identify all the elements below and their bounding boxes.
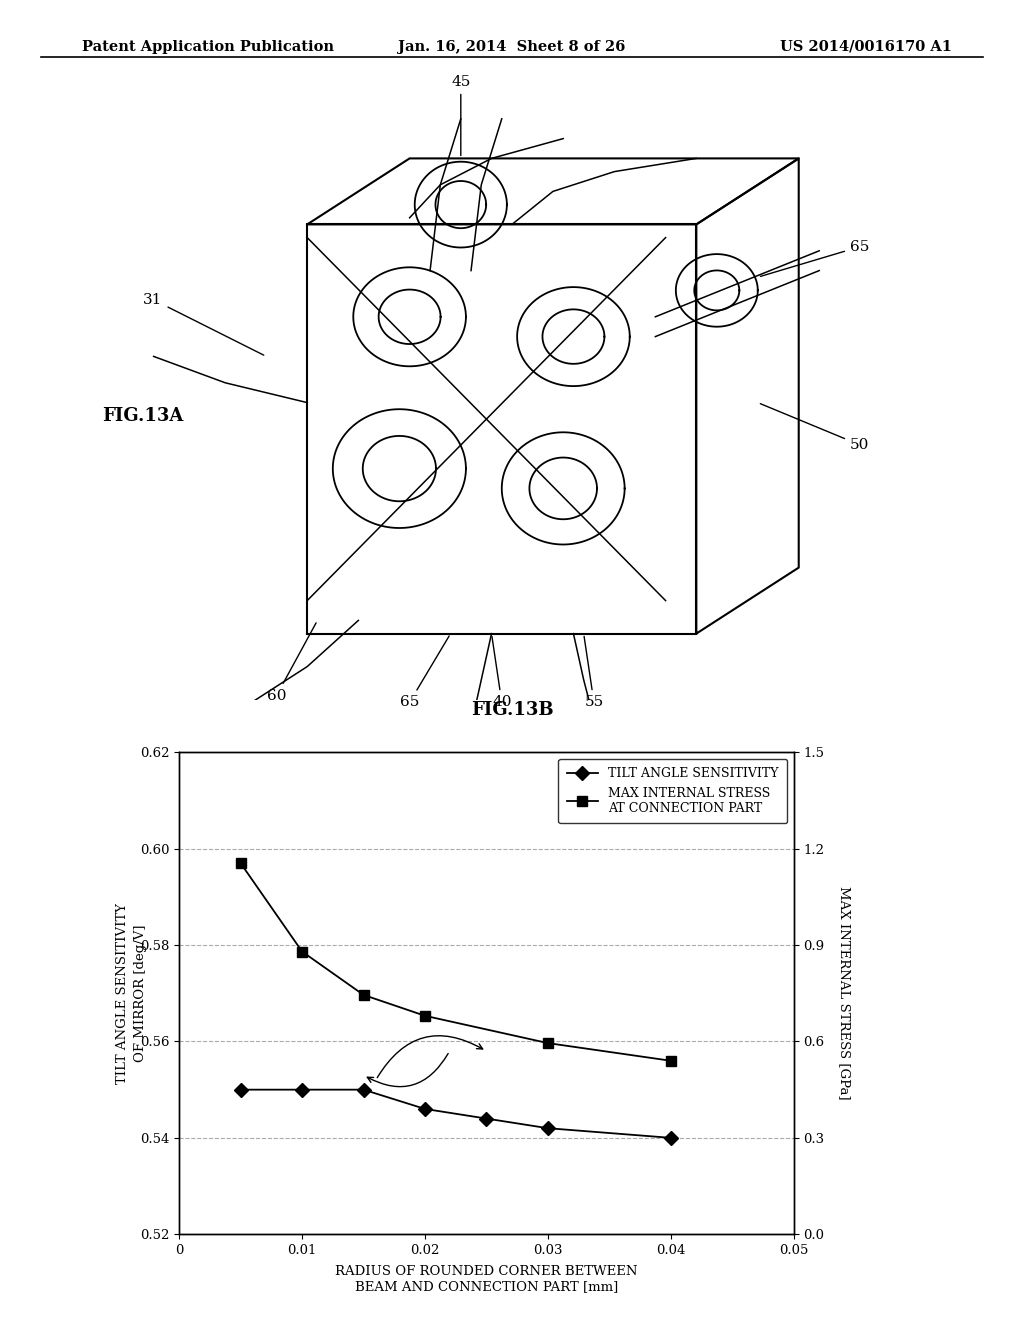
Y-axis label: TILT ANGLE SENSITIVITY
OF MIRROR [deg/V]: TILT ANGLE SENSITIVITY OF MIRROR [deg/V] [116, 903, 147, 1084]
Text: 65: 65 [761, 240, 869, 276]
Text: 45: 45 [452, 75, 470, 156]
Text: 60: 60 [266, 623, 316, 702]
Text: Patent Application Publication: Patent Application Publication [82, 40, 334, 54]
Text: FIG.13A: FIG.13A [102, 407, 183, 425]
Y-axis label: MAX INTERNAL STRESS [GPa]: MAX INTERNAL STRESS [GPa] [839, 887, 851, 1100]
Text: 31: 31 [143, 293, 264, 355]
Text: FIG.13B: FIG.13B [471, 701, 553, 719]
Legend: TILT ANGLE SENSITIVITY, MAX INTERNAL STRESS
AT CONNECTION PART: TILT ANGLE SENSITIVITY, MAX INTERNAL STR… [558, 759, 787, 824]
Text: 55: 55 [584, 636, 603, 709]
Text: 40: 40 [492, 636, 512, 709]
Text: Jan. 16, 2014  Sheet 8 of 26: Jan. 16, 2014 Sheet 8 of 26 [398, 40, 626, 54]
Text: 50: 50 [761, 404, 869, 451]
Text: 65: 65 [400, 636, 450, 709]
Text: US 2014/0016170 A1: US 2014/0016170 A1 [780, 40, 952, 54]
X-axis label: RADIUS OF ROUNDED CORNER BETWEEN
BEAM AND CONNECTION PART [mm]: RADIUS OF ROUNDED CORNER BETWEEN BEAM AN… [335, 1266, 638, 1294]
